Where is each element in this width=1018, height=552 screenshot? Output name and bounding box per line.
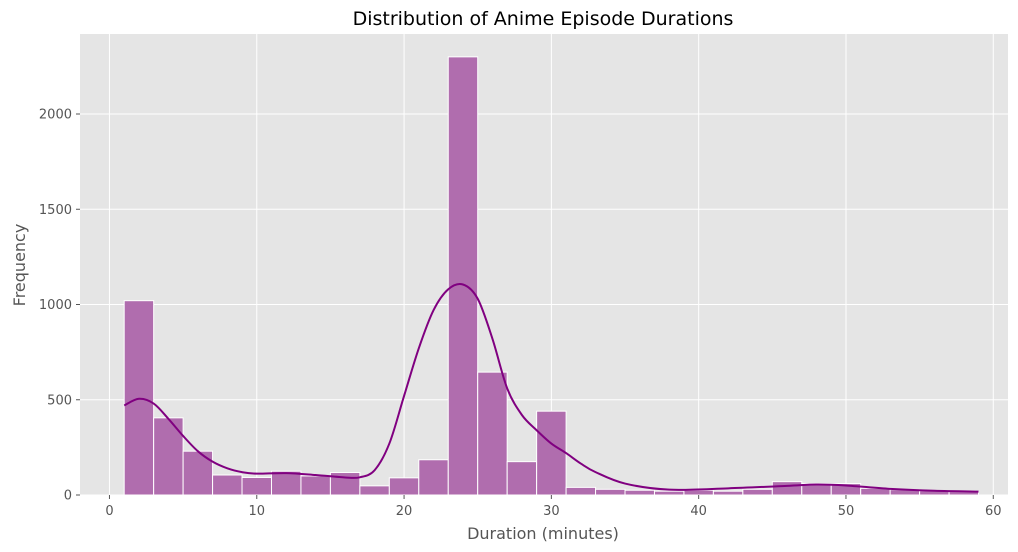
histogram-bar [536,410,567,496]
histogram-bar [595,488,626,496]
histogram-bar [565,486,597,496]
x-tick-label: 30 [543,504,560,519]
histogram-bar [477,371,508,496]
x-axis-label: Duration (minutes) [467,524,619,543]
x-axis-ticks: 0 10 20 30 40 50 60 [105,495,1002,519]
histogram-bar [683,489,714,496]
histogram-bar [771,481,803,496]
x-tick-label: 50 [838,504,855,519]
histogram-bar [270,470,302,496]
kde-curve-line [123,282,979,493]
histogram-bar [712,490,744,496]
chart-title: Distribution of Anime Episode Durations [353,8,734,30]
x-tick-label: 40 [690,504,707,519]
histogram-bar [212,474,243,496]
histogram-bar [388,477,420,496]
x-tick-label: 10 [248,504,265,519]
histogram-bar [506,461,538,496]
y-axis-label: Frequency [10,224,29,307]
x-tick-label: 0 [105,504,113,519]
histogram-bar [241,476,272,496]
histogram-bar [742,488,773,496]
x-tick-label: 20 [396,504,413,519]
y-tick-label: 2000 [39,108,72,123]
histogram-bar [447,56,479,496]
y-tick-label: 1500 [39,203,72,218]
x-tick-label: 60 [985,504,1002,519]
histogram-bar [359,485,390,496]
histogram-bar [624,489,655,496]
histogram-bar [300,475,331,496]
y-axis-ticks: 0 500 1000 1500 2000 [39,108,80,504]
histogram-bar [418,459,449,496]
y-tick-label: 1000 [39,298,72,313]
y-tick-label: 0 [64,489,72,504]
histogram-bar [653,490,685,496]
y-tick-label: 500 [47,393,72,408]
